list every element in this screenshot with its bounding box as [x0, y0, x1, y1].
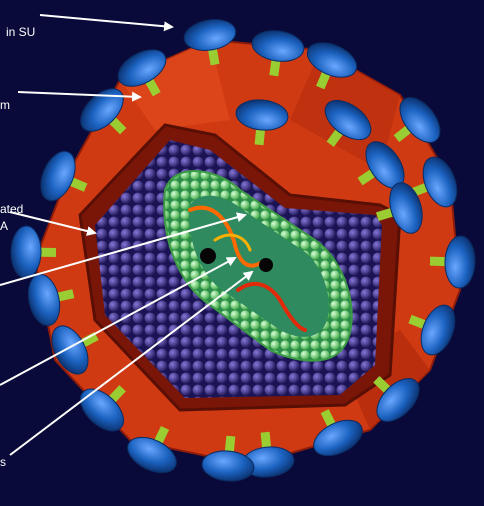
- glycoprotein-spikes: [10, 19, 476, 482]
- spike-knob: [313, 419, 363, 457]
- spike-knob: [201, 450, 255, 482]
- spike-knob: [79, 388, 125, 432]
- label-matrix-rotated: ated: [0, 202, 24, 216]
- arrow-tm: [17, 91, 142, 102]
- spike-knob: [40, 150, 76, 202]
- arrow-capsid: [0, 212, 247, 286]
- spike-knob: [183, 19, 237, 51]
- label-matrix-rotated-2: A: [0, 219, 9, 233]
- spike-knob: [389, 182, 423, 234]
- spike-knob: [80, 88, 124, 132]
- spike-knob: [235, 99, 289, 131]
- spike-knob: [422, 156, 458, 208]
- spike-knob: [376, 378, 420, 422]
- label-glycoprotein-su: in SU: [6, 25, 36, 39]
- arrow-enzyme: [9, 270, 254, 456]
- arrow-rna: [0, 257, 237, 386]
- rna-strand: [188, 205, 264, 268]
- spike-knob: [324, 99, 372, 141]
- spike-knob: [127, 436, 177, 474]
- spike-knob: [251, 30, 305, 62]
- annotation-arrows: [0, 14, 254, 456]
- spike-knob: [51, 325, 89, 375]
- spike-knob: [10, 225, 42, 279]
- rna-strand: [213, 233, 252, 252]
- envelope-facet: [120, 40, 230, 130]
- capsid-core: [189, 195, 329, 337]
- integrase: [259, 258, 273, 272]
- label-transmembrane: m: [0, 98, 10, 112]
- spike-knob: [399, 97, 441, 143]
- spike-knob: [117, 49, 167, 87]
- spike-knob: [444, 235, 476, 289]
- spike-knob: [306, 42, 358, 78]
- label-edge-1: s: [0, 455, 6, 469]
- arrow-matrix: [9, 211, 97, 236]
- spike-knob: [420, 304, 456, 356]
- rna-strand: [236, 281, 307, 332]
- arrow-su: [39, 14, 174, 32]
- reverse-transcriptase: [200, 248, 216, 264]
